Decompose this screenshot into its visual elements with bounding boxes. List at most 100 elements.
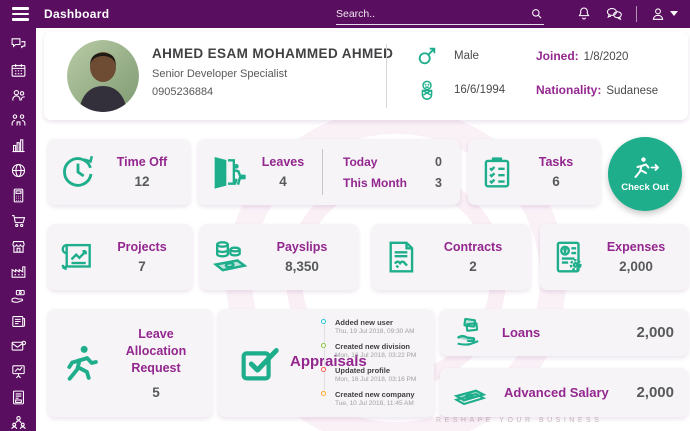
menu-icon[interactable] xyxy=(12,7,29,21)
employees-icon xyxy=(10,87,27,104)
sidebar-item-invoice[interactable] xyxy=(7,388,29,406)
tasks-card[interactable]: Tasks 6 xyxy=(468,139,600,205)
payslips-card[interactable]: Payslips 8,350 xyxy=(200,224,358,290)
sidebar-item-store[interactable] xyxy=(7,237,29,255)
blueprint-chart-icon xyxy=(58,238,96,276)
projects-value: 7 xyxy=(138,259,146,274)
avatar xyxy=(67,40,139,112)
profile-card: AHMED ESAM MOHAMMED AHMED Senior Develop… xyxy=(44,32,688,120)
clock-icon xyxy=(58,152,98,192)
sidebar-item-team[interactable] xyxy=(7,413,29,431)
advanced-salary-value: 2,000 xyxy=(636,384,674,401)
sidebar-item-mail[interactable] xyxy=(7,338,29,356)
loans-card[interactable]: Loans 2,000 xyxy=(440,309,688,356)
calculator-icon xyxy=(10,187,27,204)
sidebar-item-cart[interactable] xyxy=(7,212,29,230)
timeline-marker xyxy=(321,319,326,324)
expenses-label: Expenses xyxy=(606,240,666,254)
joined-label: Joined: xyxy=(536,49,579,63)
main-content: RESHAPE YOUR BUSINESS AHMED ESAM MOHAMME… xyxy=(36,28,690,431)
time-off-card[interactable]: Time Off 12 xyxy=(48,139,190,205)
tasks-label: Tasks xyxy=(538,155,574,169)
timeline-item[interactable]: Created new division Mon, 16 Jul 2018, 0… xyxy=(321,342,426,366)
messages-icon[interactable] xyxy=(605,6,623,22)
user-menu-icon[interactable] xyxy=(650,6,678,22)
appraisals-label: Appraisals xyxy=(290,353,367,370)
bell-icon[interactable] xyxy=(576,6,592,22)
timeline-item[interactable]: Updated profile Mon, 16 Jul 2018, 03:16 … xyxy=(321,366,426,390)
joined-value: 1/8/2020 xyxy=(583,51,629,63)
sidebar xyxy=(0,28,36,431)
leave-allocation-card[interactable]: Leave Allocation Request 5 xyxy=(48,309,212,417)
sidebar-item-news[interactable] xyxy=(7,313,29,331)
leaves-label: Leaves xyxy=(261,155,305,169)
tasks-clipboard-icon xyxy=(478,153,516,191)
timeline-time: Thu, 19 Jul 2018, 09:30 AM xyxy=(335,328,415,335)
contracts-card[interactable]: Contracts 2 xyxy=(372,224,530,290)
sidebar-item-payroll[interactable] xyxy=(7,288,29,306)
runner-icon xyxy=(630,156,660,180)
contracts-value: 2 xyxy=(469,259,477,274)
timeline-item[interactable]: Created new company Tue, 10 Jul 2018, 11… xyxy=(321,390,426,414)
expenses-card[interactable]: Expenses 2,000 xyxy=(540,224,688,290)
sidebar-item-calculator[interactable] xyxy=(7,187,29,205)
time-off-value: 12 xyxy=(134,174,150,189)
baby-icon xyxy=(416,79,438,101)
leaves-card[interactable]: Leaves 4 Today 0 This Month 3 xyxy=(198,139,460,205)
banknotes-icon xyxy=(452,378,488,408)
projects-card[interactable]: Projects 7 xyxy=(48,224,192,290)
timeline-marker xyxy=(321,391,326,396)
contract-handshake-icon xyxy=(382,238,420,276)
employee-job-title: Senior Developer Specialist xyxy=(152,68,288,80)
timeline-item[interactable]: Added new user Thu, 19 Jul 2018, 09:30 A… xyxy=(321,318,426,342)
leaves-card-divider xyxy=(322,149,323,195)
factory-icon xyxy=(10,263,27,280)
sidebar-item-recruitment[interactable] xyxy=(7,111,29,129)
joined-row: Joined: 1/8/2020 xyxy=(536,49,628,63)
check-out-label: Check Out xyxy=(621,181,669,193)
mail-icon xyxy=(10,338,27,355)
page-title: Dashboard xyxy=(44,7,110,21)
leaves-month-label: This Month xyxy=(343,175,407,190)
leaves-month-value: 3 xyxy=(435,175,442,190)
timeline-time: Tue, 10 Jul 2018, 11:45 AM xyxy=(335,400,414,407)
presentation-icon xyxy=(10,363,27,380)
search-input[interactable] xyxy=(336,7,530,20)
timeline-title: Added new user xyxy=(335,318,393,327)
tasks-value: 6 xyxy=(552,174,560,189)
projects-label: Projects xyxy=(117,240,167,254)
expenses-value: 2,000 xyxy=(619,259,653,274)
leaves-value: 4 xyxy=(279,174,287,189)
timeline-title: Created new division xyxy=(335,342,411,351)
sidebar-item-calendar[interactable] xyxy=(7,61,29,79)
cart-icon xyxy=(10,212,27,229)
leave-allocation-value: 5 xyxy=(152,384,160,400)
runner-icon-teal xyxy=(60,342,102,384)
timeline-title: Created new company xyxy=(335,390,415,399)
news-icon xyxy=(10,313,27,330)
activity-timeline: Added new user Thu, 19 Jul 2018, 09:30 A… xyxy=(321,318,426,414)
appraisals-card[interactable]: Appraisals Added new user Thu, 19 Jul 20… xyxy=(218,309,434,417)
profile-divider xyxy=(386,44,387,108)
advanced-salary-label: Advanced Salary xyxy=(504,385,609,400)
sidebar-item-employees[interactable] xyxy=(7,86,29,104)
expense-sheet-icon xyxy=(550,238,588,276)
advanced-salary-card[interactable]: Advanced Salary 2,000 xyxy=(440,368,688,417)
money-coins-icon xyxy=(210,237,250,277)
sidebar-item-presentation[interactable] xyxy=(7,363,29,381)
statistics-icon xyxy=(10,137,27,154)
employee-phone: 0905236884 xyxy=(152,86,214,98)
search-icon[interactable] xyxy=(530,7,544,21)
employee-name: AHMED ESAM MOHAMMED AHMED xyxy=(152,46,394,61)
sidebar-item-globe[interactable] xyxy=(7,162,29,180)
timeline-title: Updated profile xyxy=(335,366,391,375)
sidebar-item-factory[interactable] xyxy=(7,262,29,280)
sidebar-item-chat[interactable] xyxy=(7,36,29,54)
check-out-button[interactable]: Check Out xyxy=(608,137,682,211)
leaves-today-value: 0 xyxy=(435,154,442,169)
topbar-actions xyxy=(576,0,678,28)
male-icon xyxy=(416,45,438,67)
birth-date-value: 16/6/1994 xyxy=(454,84,506,96)
sidebar-item-statistics[interactable] xyxy=(7,137,29,155)
checkbox-check-icon xyxy=(236,340,282,386)
